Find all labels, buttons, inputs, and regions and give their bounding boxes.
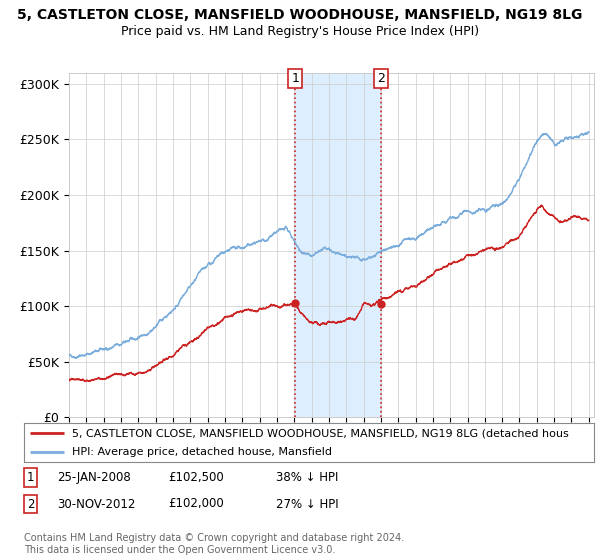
Text: 27% ↓ HPI: 27% ↓ HPI: [276, 497, 338, 511]
Text: 1: 1: [292, 72, 299, 85]
Text: £102,000: £102,000: [168, 497, 224, 511]
Text: 1: 1: [27, 470, 35, 484]
Text: Contains HM Land Registry data © Crown copyright and database right 2024.
This d: Contains HM Land Registry data © Crown c…: [24, 533, 404, 555]
Text: 38% ↓ HPI: 38% ↓ HPI: [276, 470, 338, 484]
Text: Price paid vs. HM Land Registry's House Price Index (HPI): Price paid vs. HM Land Registry's House …: [121, 25, 479, 38]
Text: 30-NOV-2012: 30-NOV-2012: [57, 497, 136, 511]
Text: £102,500: £102,500: [168, 470, 224, 484]
Bar: [295, 73, 381, 417]
Text: 25-JAN-2008: 25-JAN-2008: [57, 470, 131, 484]
Text: HPI: Average price, detached house, Mansfield: HPI: Average price, detached house, Mans…: [73, 447, 332, 457]
Text: 2: 2: [27, 497, 35, 511]
Text: 2: 2: [377, 72, 385, 85]
Text: 5, CASTLETON CLOSE, MANSFIELD WOODHOUSE, MANSFIELD, NG19 8LG: 5, CASTLETON CLOSE, MANSFIELD WOODHOUSE,…: [17, 8, 583, 22]
Text: 5, CASTLETON CLOSE, MANSFIELD WOODHOUSE, MANSFIELD, NG19 8LG (detached hous: 5, CASTLETON CLOSE, MANSFIELD WOODHOUSE,…: [73, 428, 569, 438]
